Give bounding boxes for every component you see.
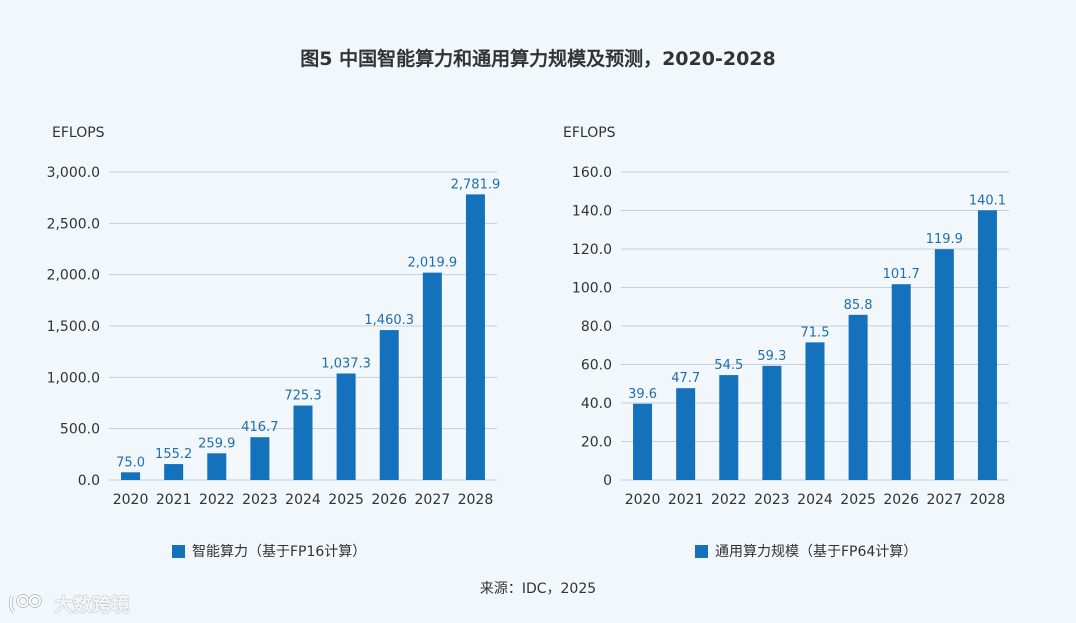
y-tick-label: 1,000.0 bbox=[47, 370, 100, 386]
data-label-2027: 119.9 bbox=[926, 232, 963, 247]
x-tick-label-2027: 2027 bbox=[415, 492, 451, 508]
x-tick-label-2026: 2026 bbox=[371, 492, 407, 508]
data-label-2025: 85.8 bbox=[844, 298, 873, 313]
bar-2021 bbox=[676, 388, 696, 480]
x-tick-label-2021: 2021 bbox=[156, 492, 192, 508]
y-tick-label: 500.0 bbox=[60, 422, 100, 438]
watermark: 大数跨境 bbox=[8, 590, 130, 617]
x-tick-label-2021: 2021 bbox=[668, 492, 704, 508]
source-note: 来源：IDC，2025 bbox=[479, 581, 597, 597]
data-label-2025: 1,037.3 bbox=[321, 357, 371, 372]
y-tick-label: 160.0 bbox=[572, 165, 612, 181]
y-tick-label: 140.0 bbox=[572, 204, 612, 220]
data-label-2020: 39.6 bbox=[628, 387, 657, 402]
data-label-2020: 75.0 bbox=[116, 455, 145, 470]
bar-2022 bbox=[719, 375, 739, 480]
x-tick-label-2024: 2024 bbox=[797, 492, 833, 508]
right-chart-unit: EFLOPS bbox=[563, 125, 616, 141]
data-label-2023: 416.7 bbox=[241, 420, 278, 435]
bar-2024 bbox=[805, 342, 825, 480]
data-label-2027: 2,019.9 bbox=[408, 256, 458, 271]
y-tick-label: 20.0 bbox=[581, 435, 612, 451]
x-tick-label-2027: 2027 bbox=[927, 492, 963, 508]
left-chart-unit: EFLOPS bbox=[52, 125, 105, 141]
right-bar-chart: 0 20.0 40.0 60.0 80.0 100.0 120.0 140.0 160.0 39.… bbox=[572, 165, 1009, 508]
x-tick-label-2020: 2020 bbox=[113, 492, 149, 508]
right-legend-label: 通用算力规模（基于FP64计算） bbox=[715, 544, 918, 560]
x-tick-label-2022: 2022 bbox=[199, 492, 235, 508]
bar-2020 bbox=[121, 472, 141, 480]
data-label-2022: 259.9 bbox=[198, 436, 235, 451]
data-label-2026: 1,460.3 bbox=[364, 313, 414, 328]
data-label-2021: 47.7 bbox=[671, 371, 700, 386]
bar-2021 bbox=[164, 464, 184, 480]
y-tick-label: 0.0 bbox=[78, 473, 100, 489]
x-tick-label-2025: 2025 bbox=[328, 492, 364, 508]
y-tick-label: 60.0 bbox=[581, 358, 612, 374]
x-tick-label-2024: 2024 bbox=[285, 492, 321, 508]
data-label-2028: 2,781.9 bbox=[451, 177, 501, 192]
legend-swatch bbox=[172, 544, 185, 558]
bar-2023 bbox=[250, 437, 270, 480]
bar-2023 bbox=[762, 365, 782, 480]
right-chart-legend: 通用算力规模（基于FP64计算） bbox=[695, 541, 917, 561]
page-title: 图5 中国智能算力和通用算力规模及预测，2020-2028 bbox=[300, 48, 776, 70]
x-tick-label-2026: 2026 bbox=[883, 492, 919, 508]
y-tick-label: 0 bbox=[603, 473, 612, 489]
y-tick-label: 2,500.0 bbox=[47, 216, 100, 232]
bar-2025 bbox=[336, 373, 356, 480]
data-label-2026: 101.7 bbox=[883, 267, 920, 282]
bar-2027 bbox=[934, 249, 954, 480]
data-label-2024: 725.3 bbox=[284, 389, 321, 404]
bar-2020 bbox=[633, 403, 653, 480]
bar-2024 bbox=[293, 405, 313, 480]
bar-2022 bbox=[207, 453, 227, 480]
y-tick-label: 40.0 bbox=[581, 396, 612, 412]
x-tick-label-2028: 2028 bbox=[970, 492, 1006, 508]
x-tick-label-2020: 2020 bbox=[625, 492, 661, 508]
left-chart-legend: 智能算力（基于FP16计算） bbox=[172, 541, 366, 561]
left-bar-chart: 0.0 500.0 1,000.0 1,500.0 2,000.0 2,500.0 3,00… bbox=[47, 165, 501, 508]
data-label-2024: 71.5 bbox=[801, 325, 830, 340]
bar-2026 bbox=[891, 284, 911, 480]
y-tick-label: 120.0 bbox=[572, 242, 612, 258]
x-tick-label-2023: 2023 bbox=[754, 492, 790, 508]
legend-swatch bbox=[695, 544, 708, 558]
left-legend-label: 智能算力（基于FP16计算） bbox=[192, 544, 367, 560]
watermark-text: 大数跨境 bbox=[54, 594, 131, 616]
data-label-2021: 155.2 bbox=[155, 447, 192, 462]
bar-2028 bbox=[465, 194, 485, 480]
bar-2027 bbox=[422, 272, 442, 480]
watermark-logo-icon bbox=[8, 593, 42, 613]
bar-2025 bbox=[848, 314, 868, 480]
x-tick-label-2028: 2028 bbox=[458, 492, 494, 508]
x-tick-label-2023: 2023 bbox=[242, 492, 278, 508]
data-label-2022: 54.5 bbox=[714, 358, 743, 373]
y-tick-label: 2,000.0 bbox=[47, 268, 100, 284]
y-tick-label: 100.0 bbox=[572, 281, 612, 297]
y-tick-label: 1,500.0 bbox=[47, 319, 100, 335]
y-tick-label: 3,000.0 bbox=[47, 165, 100, 181]
x-tick-label-2025: 2025 bbox=[840, 492, 876, 508]
data-label-2028: 140.1 bbox=[969, 193, 1006, 208]
x-tick-label-2022: 2022 bbox=[711, 492, 747, 508]
data-label-2023: 59.3 bbox=[757, 349, 786, 364]
bar-2028 bbox=[977, 210, 997, 480]
y-tick-label: 80.0 bbox=[581, 319, 612, 335]
bar-2026 bbox=[379, 330, 399, 480]
